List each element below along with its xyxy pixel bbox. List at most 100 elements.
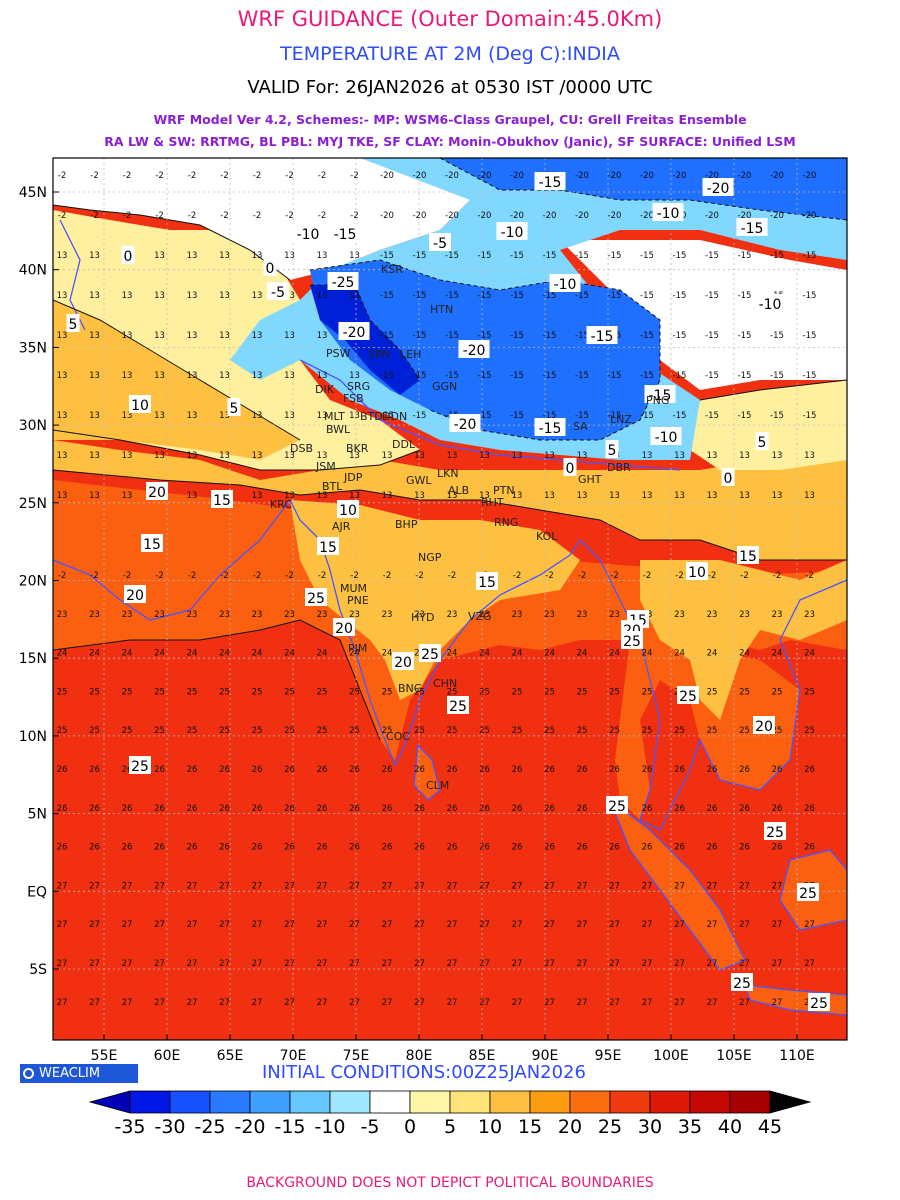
contour-label: 25 (799, 886, 817, 902)
grid-value: 13 (349, 251, 360, 261)
grid-value: 25 (707, 687, 718, 697)
grid-value: 26 (739, 765, 750, 775)
grid-value: 26 (674, 765, 685, 775)
disclaimer: BACKGROUND DOES NOT DEPICT POLITICAL BOU… (246, 1175, 654, 1191)
grid-value: -15 (803, 411, 817, 421)
contour-label-box (476, 572, 498, 590)
grid-value: -20 (510, 211, 524, 221)
contour-label-box (686, 562, 708, 580)
grid-value: 26 (284, 765, 295, 775)
grid-value: 26 (707, 843, 718, 853)
grid-value: 25 (414, 687, 425, 697)
grid-value: 23 (674, 610, 685, 620)
grid-value: 27 (187, 920, 198, 930)
grid-value: 23 (317, 610, 328, 620)
grid-value: -15 (770, 411, 784, 421)
lon-label: 60E (154, 1048, 181, 1060)
contour-label-box (534, 418, 566, 436)
colorbar-tick: -30 (154, 1116, 185, 1138)
station-label: FSB (343, 392, 364, 405)
grid-value: 25 (57, 726, 68, 736)
grid-value: -15 (413, 251, 427, 261)
colorbar-tick: -10 (314, 1116, 345, 1138)
grid-value: 13 (187, 451, 198, 461)
contour-label-box (736, 218, 768, 236)
grid-value: -15 (738, 371, 752, 381)
colorbar-tick: 20 (558, 1116, 582, 1138)
grid-value: -15 (510, 331, 524, 341)
grid-value: -15 (575, 371, 589, 381)
grid-value: -2 (578, 571, 586, 581)
contour-label: -15 (334, 227, 357, 243)
grid-value: 26 (252, 765, 263, 775)
grid-value: 27 (707, 881, 718, 891)
lat-label: 35N (19, 340, 47, 356)
contour-label-box (141, 534, 163, 552)
grid-value: -15 (803, 291, 817, 301)
grid-value: -15 (445, 371, 459, 381)
grid-value: 23 (544, 610, 555, 620)
grid-value: -15 (380, 371, 394, 381)
contour-label: -5 (433, 236, 447, 252)
contour-label-box (121, 246, 135, 264)
grid-value: -15 (478, 251, 492, 261)
grid-value: -20 (803, 171, 817, 181)
grid-value: -15 (575, 331, 589, 341)
grid-value: 25 (674, 726, 685, 736)
grid-value: 25 (349, 726, 360, 736)
grid-value: -20 (738, 171, 752, 181)
grid-value: 27 (479, 959, 490, 969)
contour-label: 15 (319, 540, 337, 556)
contour-label-box (392, 652, 414, 670)
grid-value: -2 (253, 171, 261, 181)
grid-value: -20 (510, 171, 524, 181)
grid-value: 26 (577, 765, 588, 775)
grid-value: 13 (382, 491, 393, 501)
grid-value: -2 (285, 211, 293, 221)
contour-label-box (737, 546, 759, 564)
grid-value: 13 (89, 371, 100, 381)
grid-value: -15 (445, 251, 459, 261)
grid-value: -15 (673, 411, 687, 421)
lat-label: 20N (19, 574, 47, 590)
contour-label: 15 (213, 493, 231, 509)
contour-label-box (337, 500, 359, 518)
grid-value: 25 (219, 687, 230, 697)
lat-label: 15N (19, 651, 47, 667)
grid-value: 23 (447, 610, 458, 620)
colorbar-cell (649, 1090, 691, 1114)
weaclim-brand: WEACLIM (20, 1064, 138, 1083)
contour-label-box (333, 618, 355, 636)
contour-label: 25 (733, 976, 751, 992)
grid-value: 26 (219, 843, 230, 853)
grid-value: -20 (543, 211, 557, 221)
colorbar-tick: -25 (194, 1116, 225, 1138)
region-sumatra (610, 800, 745, 970)
grid-value: 25 (382, 726, 393, 736)
grid-value: 27 (447, 959, 458, 969)
grid-value: 27 (154, 959, 165, 969)
grid-value: 26 (414, 804, 425, 814)
contour-label: -5 (271, 285, 285, 301)
grid-value: -15 (738, 291, 752, 301)
grid-value: 13 (252, 411, 263, 421)
contour-label-box (621, 631, 643, 649)
grid-value: -15 (380, 411, 394, 421)
contour-label-box (449, 414, 481, 432)
grid-value: 13 (577, 451, 588, 461)
contour-label: 20 (394, 655, 412, 671)
grid-value: -15 (478, 291, 492, 301)
contour-label-box (605, 440, 619, 458)
grid-value: 26 (447, 765, 458, 775)
contour-label-box (124, 585, 146, 603)
lat-label: 30N (19, 418, 47, 434)
lon-label: 90E (532, 1048, 559, 1060)
grid-value: 26 (707, 765, 718, 775)
grid-value: 27 (447, 998, 458, 1008)
contour-label-box (702, 178, 734, 196)
grid-value: -2 (90, 171, 98, 181)
grid-value: 13 (642, 491, 653, 501)
grid-value: -2 (675, 571, 683, 581)
contour-label: -15 (649, 388, 672, 404)
grid-value: -2 (610, 571, 618, 581)
